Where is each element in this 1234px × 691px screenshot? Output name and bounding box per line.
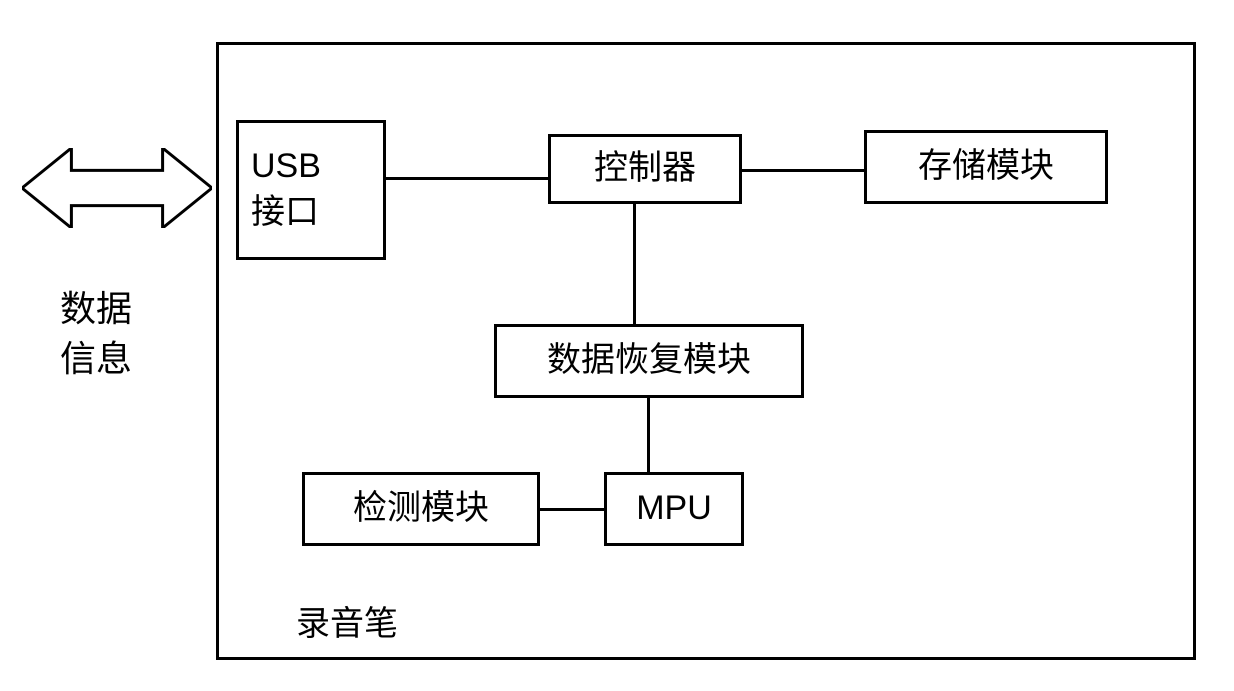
edge-ctrl-recover bbox=[633, 204, 636, 324]
node-usb-line1: USB bbox=[251, 144, 321, 190]
node-controller: 控制器 bbox=[548, 134, 742, 204]
node-storage-label: 存储模块 bbox=[918, 144, 1054, 190]
node-ctrl-label: 控制器 bbox=[594, 146, 696, 192]
node-storage: 存储模块 bbox=[864, 130, 1108, 204]
container-label: 录音笔 bbox=[296, 596, 398, 645]
node-detect-label: 检测模块 bbox=[353, 486, 489, 532]
node-mpu: MPU bbox=[604, 472, 744, 546]
node-mpu-label: MPU bbox=[636, 486, 712, 532]
node-recover-label: 数据恢复模块 bbox=[547, 338, 751, 384]
edge-detect-mpu bbox=[540, 508, 604, 511]
node-usb-line2: 接口 bbox=[251, 190, 319, 236]
data-flow-arrow-icon bbox=[22, 148, 212, 228]
edge-recover-mpu bbox=[647, 398, 650, 472]
node-data-recovery: 数据恢复模块 bbox=[494, 324, 804, 398]
edge-usb-ctrl bbox=[386, 177, 548, 180]
node-detection: 检测模块 bbox=[302, 472, 540, 546]
external-label-line2: 信息 bbox=[60, 330, 132, 382]
edge-ctrl-storage bbox=[742, 169, 864, 172]
external-label-line1: 数据 bbox=[60, 280, 132, 332]
node-usb: USB 接口 bbox=[236, 120, 386, 260]
